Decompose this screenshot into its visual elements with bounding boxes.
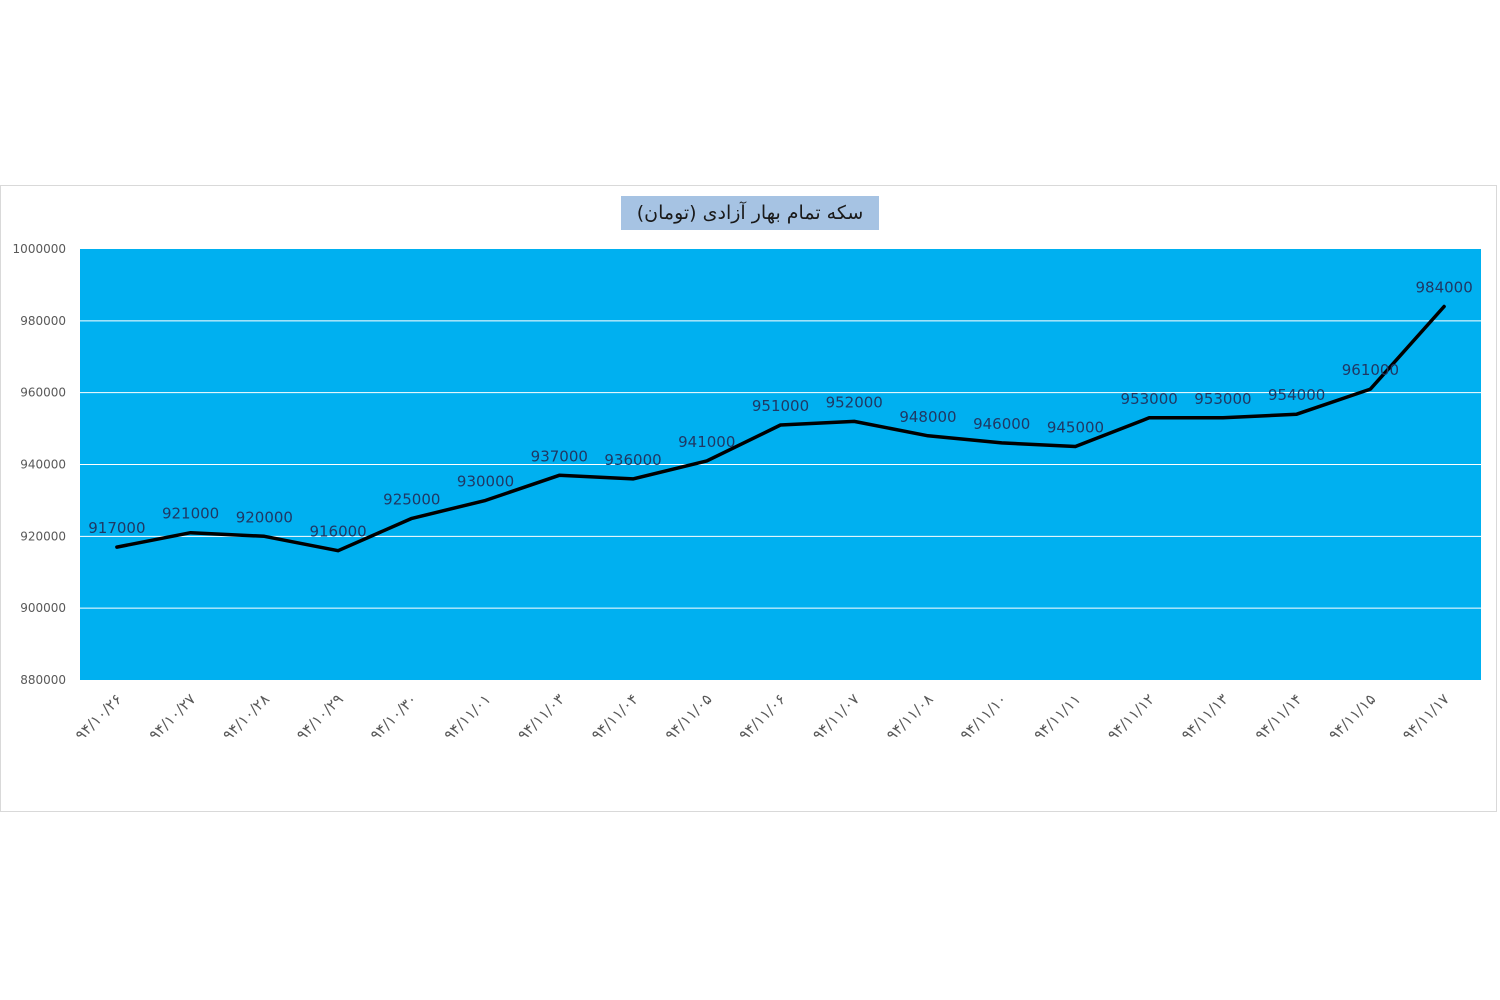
data-label: 953000 <box>1121 390 1178 408</box>
data-label: 984000 <box>1415 278 1472 296</box>
data-label: 936000 <box>604 451 661 469</box>
y-tick-label: 920000 <box>20 529 66 543</box>
data-label: 937000 <box>531 447 588 465</box>
data-label: 952000 <box>826 393 883 411</box>
x-tick-label: ۹۴/۱۱/۱۱ <box>1030 690 1084 744</box>
x-tick-label: ۹۴/۱۱/۱۵ <box>1325 690 1379 744</box>
data-label: 941000 <box>678 433 735 451</box>
chart-title: سکه تمام بهار آزادی (تومان) <box>621 196 879 230</box>
x-tick-label: ۹۴/۱۱/۰۶ <box>735 690 789 744</box>
data-label: 961000 <box>1342 361 1399 379</box>
data-label: 921000 <box>162 505 219 523</box>
y-tick-label: 940000 <box>20 458 66 472</box>
x-tick-label: ۹۴/۱۱/۱۳ <box>1178 690 1232 744</box>
data-label: 930000 <box>457 472 514 490</box>
data-label: 946000 <box>973 415 1030 433</box>
x-tick-label: ۹۴/۱۱/۱۷ <box>1399 690 1453 744</box>
x-tick-label: ۹۴/۱۱/۰۱ <box>440 690 494 744</box>
x-tick-label: ۹۴/۱۰/۲۹ <box>293 690 347 744</box>
data-label: 953000 <box>1194 390 1251 408</box>
x-tick-label: ۹۴/۱۱/۱۰ <box>956 690 1010 744</box>
x-tick-label: ۹۴/۱۱/۰۳ <box>514 690 568 744</box>
data-label: 951000 <box>752 397 809 415</box>
data-label: 954000 <box>1268 386 1325 404</box>
x-tick-label: ۹۴/۱۰/۲۶ <box>72 690 126 744</box>
y-tick-label: 960000 <box>20 386 66 400</box>
x-tick-label: ۹۴/۱۱/۰۷ <box>809 690 863 744</box>
data-label: 925000 <box>383 490 440 508</box>
y-tick-label: 900000 <box>20 601 66 615</box>
x-tick-label: ۹۴/۱۱/۰۸ <box>883 690 937 744</box>
x-tick-label: ۹۴/۱۱/۰۵ <box>662 690 716 744</box>
data-label: 916000 <box>309 523 366 541</box>
y-tick-label: 980000 <box>20 314 66 328</box>
x-tick-label: ۹۴/۱۱/۱۴ <box>1251 690 1305 744</box>
x-tick-label: ۹۴/۱۰/۳۰ <box>367 690 421 744</box>
x-tick-label: ۹۴/۱۱/۰۴ <box>588 690 642 744</box>
data-label: 945000 <box>1047 419 1104 437</box>
x-tick-label: ۹۴/۱۰/۲۷ <box>145 690 199 744</box>
y-tick-label: 1000000 <box>13 242 66 256</box>
series-line <box>115 304 1446 553</box>
data-label: 917000 <box>88 519 145 537</box>
data-label: 948000 <box>899 408 956 426</box>
x-tick-label: ۹۴/۱۱/۱۲ <box>1104 690 1158 744</box>
x-tick-label: ۹۴/۱۰/۲۸ <box>219 690 273 744</box>
data-label: 920000 <box>236 508 293 526</box>
y-tick-label: 880000 <box>20 673 66 687</box>
